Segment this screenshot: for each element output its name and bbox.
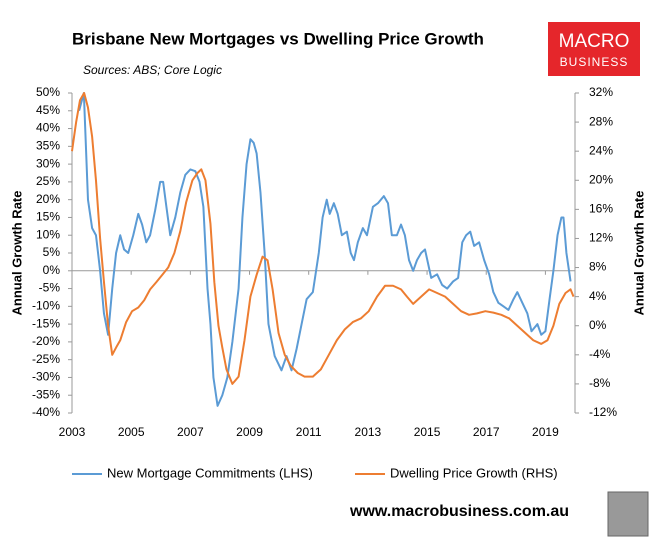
x-tick-label: 2019 (532, 425, 559, 439)
y2-tick-label: -4% (589, 347, 611, 361)
y2-tick-label: 28% (589, 114, 613, 128)
y2-tick-label: 24% (589, 143, 613, 157)
x-tick-label: 2009 (236, 425, 263, 439)
y-tick-label: 50% (36, 85, 60, 99)
series-line (78, 92, 572, 407)
logo-text: MACRO (559, 31, 630, 52)
y2-tick-label: 32% (589, 85, 613, 99)
y-tick-label: 10% (36, 227, 60, 241)
series-line (71, 92, 575, 385)
y-tick-label: -5% (39, 281, 61, 295)
x-tick-label: 2013 (355, 425, 382, 439)
y-tick-label: -30% (32, 370, 60, 384)
y-tick-label: 35% (36, 139, 60, 153)
logo-box (548, 22, 640, 76)
y2-tick-label: 8% (589, 260, 607, 274)
wolf-icon (607, 491, 649, 537)
y-axis-label: Annual Growth Rate (9, 191, 24, 316)
chart-title: Brisbane New Mortgages vs Dwelling Price… (72, 29, 484, 48)
y-tick-label: 40% (36, 121, 60, 135)
y-tick-label: -15% (32, 316, 60, 330)
x-tick-label: 2011 (296, 425, 322, 439)
x-tick-label: 2005 (118, 425, 145, 439)
legend-label: Dwelling Price Growth (RHS) (390, 465, 558, 480)
y-tick-label: 5% (43, 245, 61, 259)
y-tick-label: 30% (36, 156, 60, 170)
y-tick-label: 0% (43, 263, 61, 277)
x-tick-label: 2015 (414, 425, 441, 439)
y-tick-label: 45% (36, 103, 60, 117)
y2-tick-label: 0% (589, 318, 607, 332)
chart-subtitle: Sources: ABS; Core Logic (83, 63, 222, 77)
x-tick-label: 2003 (59, 425, 86, 439)
y2-axis-label: Annual Growth Rate (631, 191, 646, 316)
y-tick-label: 25% (36, 174, 60, 188)
y2-tick-label: -12% (589, 405, 617, 419)
legend-label: New Mortgage Commitments (LHS) (107, 465, 313, 480)
y-tick-label: 15% (36, 210, 60, 224)
y2-tick-label: 4% (589, 289, 607, 303)
y2-tick-label: -8% (589, 376, 611, 390)
y2-tick-label: 16% (589, 202, 613, 216)
y-tick-label: -25% (32, 352, 60, 366)
y-tick-label: -10% (32, 299, 60, 313)
y-tick-label: -35% (32, 387, 60, 401)
x-tick-label: 2007 (177, 425, 204, 439)
y-tick-label: -20% (32, 334, 60, 348)
footer-url: www.macrobusiness.com.au (349, 503, 569, 520)
y-tick-label: 20% (36, 192, 60, 206)
logo-text: BUSINESS (560, 55, 629, 69)
y-tick-label: -40% (32, 405, 60, 419)
y2-tick-label: 20% (589, 172, 613, 186)
x-tick-label: 2017 (473, 425, 500, 439)
y2-tick-label: 12% (589, 231, 613, 245)
